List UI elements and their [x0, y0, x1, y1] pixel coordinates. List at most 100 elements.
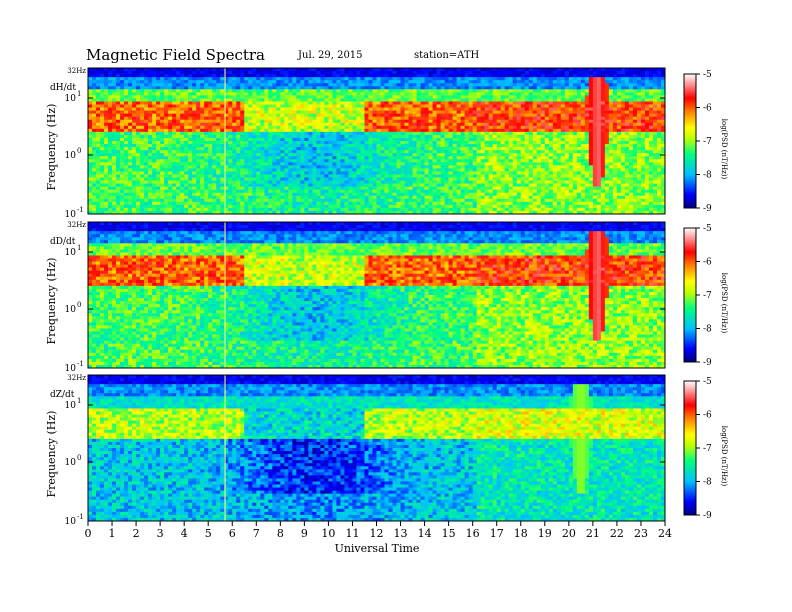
- spectrogram-cell: [352, 174, 357, 178]
- spectrogram-cell: [180, 147, 185, 151]
- spectrogram-cell: [384, 95, 389, 99]
- spectrogram-cell: [160, 125, 165, 130]
- spectrogram-cell: [124, 165, 129, 169]
- spectrogram-cell: [200, 134, 205, 139]
- spectrogram-cell: [200, 122, 205, 127]
- spectrogram-cell: [208, 204, 213, 209]
- spectrogram-cell: [124, 92, 129, 96]
- spectrogram-cell: [360, 168, 365, 172]
- spectrogram-cell: [460, 83, 466, 87]
- spectrogram-cell: [296, 107, 301, 111]
- spectrogram-cell: [316, 119, 321, 124]
- spectrogram-cell: [152, 83, 157, 87]
- spectrogram-cell: [268, 110, 273, 115]
- spectrogram-cell: [92, 177, 97, 181]
- spectrogram-cell: [360, 113, 365, 118]
- spectrogram-cell: [448, 210, 454, 215]
- spectrogram-cell: [280, 131, 285, 136]
- spectrogram-cell: [184, 144, 189, 148]
- spectrogram-cell: [88, 77, 93, 81]
- spectrogram-cell: [484, 128, 490, 133]
- spectrogram-cell: [492, 168, 498, 172]
- spectrogram-cell: [388, 207, 393, 212]
- spectrogram-cell: [252, 119, 257, 124]
- spectrogram-cell: [312, 128, 317, 133]
- spectrogram-cell: [180, 207, 185, 212]
- spectrogram-cell: [472, 98, 478, 102]
- spectrogram-cell: [204, 134, 209, 139]
- spectrogram-cell: [284, 150, 289, 154]
- spectrogram-cell: [364, 92, 369, 96]
- spectrogram-cell: [236, 128, 241, 133]
- spectrogram-cell: [372, 92, 377, 96]
- spectrogram-cell: [240, 147, 245, 151]
- spectrogram-cell: [296, 192, 301, 197]
- spectrogram-cell: [176, 119, 181, 124]
- spectrogram-cell: [284, 195, 289, 200]
- spectrogram-cell: [112, 198, 117, 203]
- spectrogram-cell: [500, 183, 506, 188]
- spectrogram-cell: [104, 68, 109, 72]
- spectrogram-cell: [212, 98, 217, 102]
- spectrogram-cell: [228, 159, 233, 163]
- spectrogram-cell: [136, 122, 141, 127]
- spectrogram-cell: [164, 141, 169, 145]
- spectrogram-cell: [364, 74, 369, 78]
- spectrogram-cell: [400, 77, 405, 81]
- spectrogram-cell: [440, 128, 446, 133]
- spectrogram-cell: [132, 104, 137, 108]
- spectrogram-cell: [348, 147, 353, 151]
- spectrogram-cell: [380, 128, 385, 133]
- spectrogram-cell: [460, 180, 466, 184]
- spectrogram-cell: [412, 125, 417, 130]
- spectrogram-cell: [184, 165, 189, 169]
- spectrogram-cell: [348, 156, 353, 160]
- spectrogram-cell: [236, 110, 241, 115]
- spectrogram-cell: [144, 128, 149, 133]
- spectrogram-cell: [268, 183, 273, 188]
- spectrogram-cell: [244, 180, 249, 184]
- spectrogram-cell: [380, 162, 385, 166]
- spectrogram-cell: [196, 131, 201, 136]
- spectrogram-cell: [416, 210, 421, 215]
- spectrogram-cell: [492, 98, 498, 102]
- spectrogram-cell: [184, 183, 189, 188]
- spectrogram-cell: [96, 119, 101, 124]
- spectrogram-cell: [400, 183, 405, 188]
- spectrogram-cell: [416, 195, 421, 200]
- spectrogram-cell: [264, 119, 269, 124]
- spectrogram-cell: [252, 131, 257, 136]
- spectrogram-cell: [192, 198, 197, 203]
- spectrogram-cell: [308, 134, 313, 139]
- spectrogram-cell: [260, 122, 265, 127]
- spectrogram-cell: [200, 159, 205, 163]
- spectrogram-cell: [488, 144, 494, 148]
- spectrogram-cell: [132, 95, 137, 99]
- spectrogram-cell: [156, 74, 161, 78]
- spectrogram-cell: [180, 113, 185, 118]
- spectrogram-cell: [284, 68, 289, 72]
- spectrogram-cell: [176, 125, 181, 130]
- spectrogram-cell: [152, 141, 157, 145]
- spectrogram-cell: [416, 180, 421, 184]
- spectrogram-cell: [476, 122, 482, 127]
- spectrogram-cell: [464, 80, 470, 84]
- spectrogram-cell: [232, 183, 237, 188]
- spectrogram-cell: [188, 141, 193, 145]
- spectrogram-cell: [244, 110, 249, 115]
- spectrogram-cell: [292, 186, 297, 191]
- spectrogram-cell: [492, 113, 498, 118]
- spectrogram-cell: [204, 125, 209, 130]
- spectrogram-cell: [328, 134, 333, 139]
- spectrogram-cell: [480, 162, 486, 166]
- spectrogram-cell: [212, 180, 217, 184]
- spectrogram-cell: [460, 195, 466, 200]
- spectrogram-cell: [120, 104, 125, 108]
- spectrogram-cell: [284, 128, 289, 133]
- spectrogram-cell: [432, 92, 438, 96]
- spectrogram-cell: [372, 125, 377, 130]
- spectrogram-cell: [256, 83, 261, 87]
- spectrogram-cell: [288, 131, 293, 136]
- spectrogram-cell: [132, 110, 137, 115]
- spectrogram-cell: [376, 116, 381, 121]
